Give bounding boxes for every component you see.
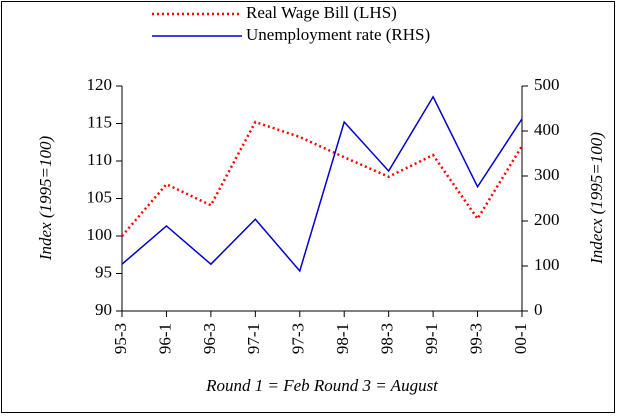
x-tick-label: 99-3 <box>466 323 485 354</box>
y2-tick-label: 500 <box>534 75 560 94</box>
y-tick-label: 120 <box>87 75 113 94</box>
legend-label: Unemployment rate (RHS) <box>246 25 430 44</box>
series-line <box>121 95 523 273</box>
y-tick-label: 115 <box>87 112 112 131</box>
x-tick-label: 96-1 <box>155 323 174 354</box>
y2-tick-label: 0 <box>534 300 543 319</box>
y-tick-label: 110 <box>87 150 112 169</box>
y-tick-label: 90 <box>95 300 112 319</box>
y-axis-label: Index (1995=100) <box>36 136 55 262</box>
y-tick-label: 105 <box>87 187 113 206</box>
chart-border <box>1 1 615 413</box>
y2-axis-label: Indecx (1995=100) <box>587 132 606 265</box>
y2-tick-label: 300 <box>534 165 560 184</box>
x-tick-label: 98-1 <box>333 323 352 354</box>
y-tick-label: 100 <box>87 225 113 244</box>
x-tick-label: 96-3 <box>200 323 219 354</box>
x-tick-label: 00-1 <box>511 323 530 354</box>
y-tick-label: 95 <box>95 262 112 281</box>
x-tick-label: 99-1 <box>422 323 441 354</box>
x-tick-label: 97-3 <box>289 323 308 354</box>
x-tick-label: 98-3 <box>378 323 397 354</box>
x-tick-label: 97-1 <box>244 323 263 354</box>
y2-tick-label: 400 <box>534 120 560 139</box>
y2-tick-label: 100 <box>534 255 560 274</box>
y2-tick-label: 200 <box>534 210 560 229</box>
legend-label: Real Wage Bill (LHS) <box>246 3 397 22</box>
x-tick-label: 95-3 <box>111 323 130 354</box>
x-axis-label: Round 1 = Feb Round 3 = August <box>205 376 439 395</box>
